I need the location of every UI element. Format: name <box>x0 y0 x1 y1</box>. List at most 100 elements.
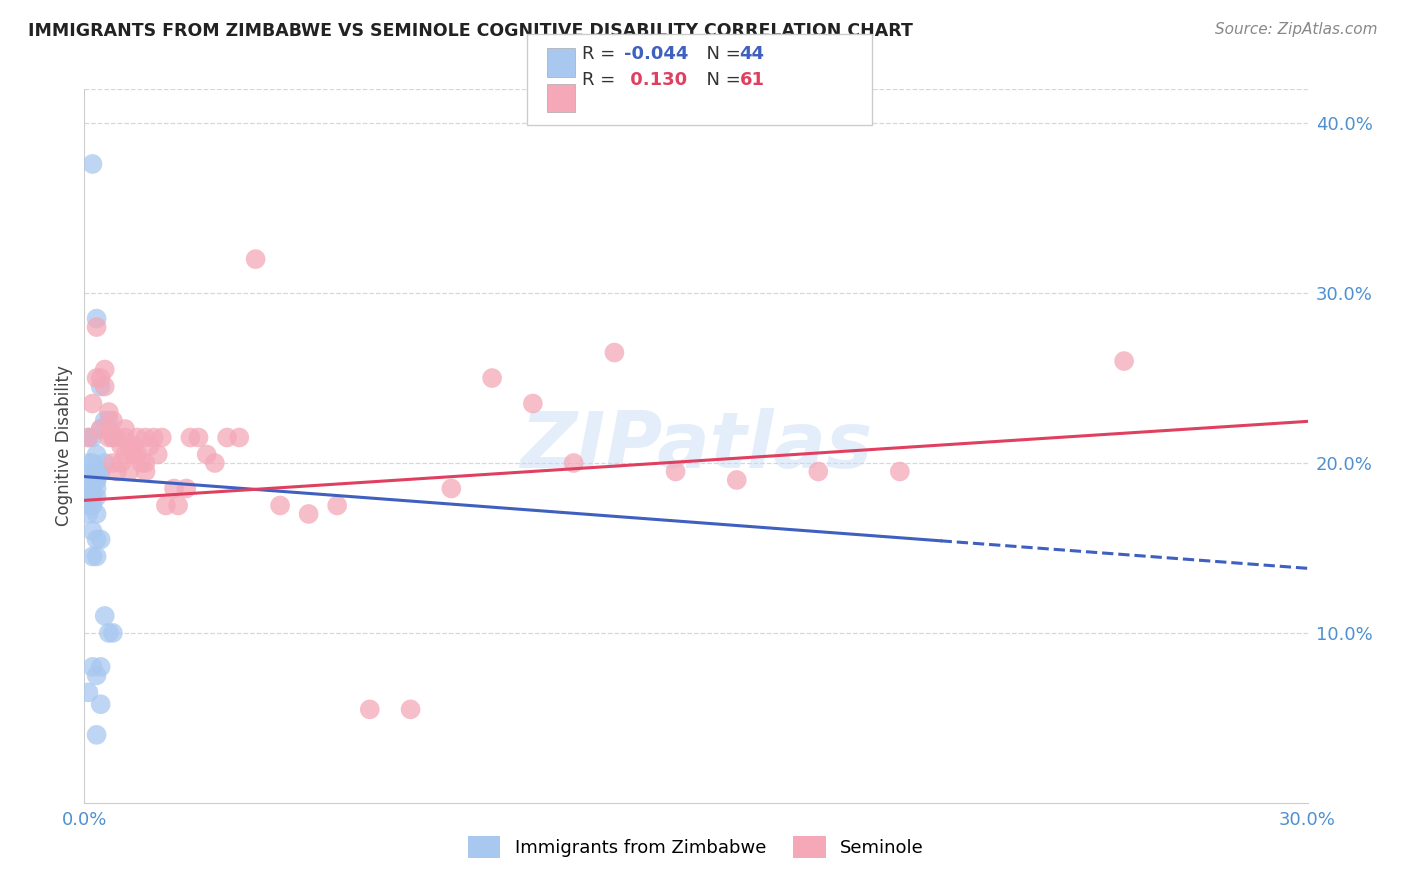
Point <box>82 524 104 538</box>
Text: IMMIGRANTS FROM ZIMBABWE VS SEMINOLE COGNITIVE DISABILITY CORRELATION CHART: IMMIGRANTS FROM ZIMBABWE VS SEMINOLE COG… <box>28 22 912 40</box>
Point <box>603 345 626 359</box>
Point <box>97 430 120 444</box>
Point <box>77 430 100 444</box>
Point <box>93 379 115 393</box>
Point <box>86 482 108 496</box>
Point <box>118 465 141 479</box>
Point <box>77 490 100 504</box>
Point <box>101 413 124 427</box>
Point <box>326 499 349 513</box>
Point <box>142 430 165 444</box>
Point <box>86 549 108 564</box>
Point <box>86 533 108 547</box>
Point <box>110 439 132 453</box>
Point <box>77 507 100 521</box>
Point <box>90 698 112 712</box>
Point <box>93 456 115 470</box>
Point <box>135 456 157 470</box>
Point <box>82 660 104 674</box>
Point <box>101 456 124 470</box>
Point <box>101 626 124 640</box>
Point <box>807 465 830 479</box>
Point <box>86 320 108 334</box>
Point <box>90 422 112 436</box>
Point <box>359 702 381 716</box>
Point <box>105 430 128 444</box>
Point <box>122 439 145 453</box>
Text: ZIPatlas: ZIPatlas <box>520 408 872 484</box>
Point <box>86 311 108 326</box>
Point <box>90 379 112 393</box>
Point <box>82 473 104 487</box>
Text: -0.044: -0.044 <box>624 45 689 63</box>
Point <box>86 448 108 462</box>
Text: R =: R = <box>582 71 621 89</box>
Point <box>77 499 100 513</box>
Point <box>97 405 120 419</box>
Y-axis label: Cognitive Disability: Cognitive Disability <box>55 366 73 526</box>
Text: Source: ZipAtlas.com: Source: ZipAtlas.com <box>1215 22 1378 37</box>
Point <box>167 499 190 513</box>
Point <box>101 430 124 444</box>
Point <box>86 473 108 487</box>
Point <box>725 473 748 487</box>
Point <box>127 430 149 444</box>
Point <box>114 422 136 436</box>
Point <box>138 439 160 453</box>
Point <box>82 430 104 444</box>
Point <box>399 702 422 716</box>
Point <box>135 465 157 479</box>
Point <box>97 626 120 640</box>
Point <box>86 728 108 742</box>
Point <box>110 456 132 470</box>
Point <box>82 465 104 479</box>
Point <box>150 430 173 444</box>
Point <box>562 456 585 470</box>
Point <box>90 465 112 479</box>
Point <box>90 465 112 479</box>
Point <box>97 413 120 427</box>
Point <box>122 448 145 462</box>
Point <box>93 413 115 427</box>
Point <box>90 371 112 385</box>
Point <box>77 430 100 444</box>
Point <box>114 430 136 444</box>
Point <box>269 499 291 513</box>
Text: 0.130: 0.130 <box>624 71 688 89</box>
Point <box>86 668 108 682</box>
Point <box>135 430 157 444</box>
Point <box>131 456 153 470</box>
Point <box>163 482 186 496</box>
Text: 61: 61 <box>740 71 765 89</box>
Point <box>204 456 226 470</box>
Point <box>1114 354 1136 368</box>
Point <box>86 473 108 487</box>
Point <box>86 371 108 385</box>
Point <box>90 660 112 674</box>
Point <box>174 482 197 496</box>
Point <box>105 465 128 479</box>
Point <box>481 371 503 385</box>
Point <box>155 499 177 513</box>
Point <box>82 396 104 410</box>
Point <box>195 448 218 462</box>
Point <box>114 448 136 462</box>
Point <box>77 456 100 470</box>
Point <box>665 465 688 479</box>
Point <box>82 157 104 171</box>
Point <box>127 448 149 462</box>
Point <box>245 252 267 266</box>
Text: R =: R = <box>582 45 621 63</box>
Point <box>90 533 112 547</box>
Point <box>522 396 544 410</box>
Point <box>179 430 201 444</box>
Point <box>82 456 104 470</box>
Point <box>187 430 209 444</box>
Point <box>93 608 115 623</box>
Point <box>146 448 169 462</box>
Legend: Immigrants from Zimbabwe, Seminole: Immigrants from Zimbabwe, Seminole <box>461 829 931 865</box>
Point <box>86 465 108 479</box>
Point <box>86 507 108 521</box>
Point <box>93 362 115 376</box>
Point <box>77 685 100 699</box>
